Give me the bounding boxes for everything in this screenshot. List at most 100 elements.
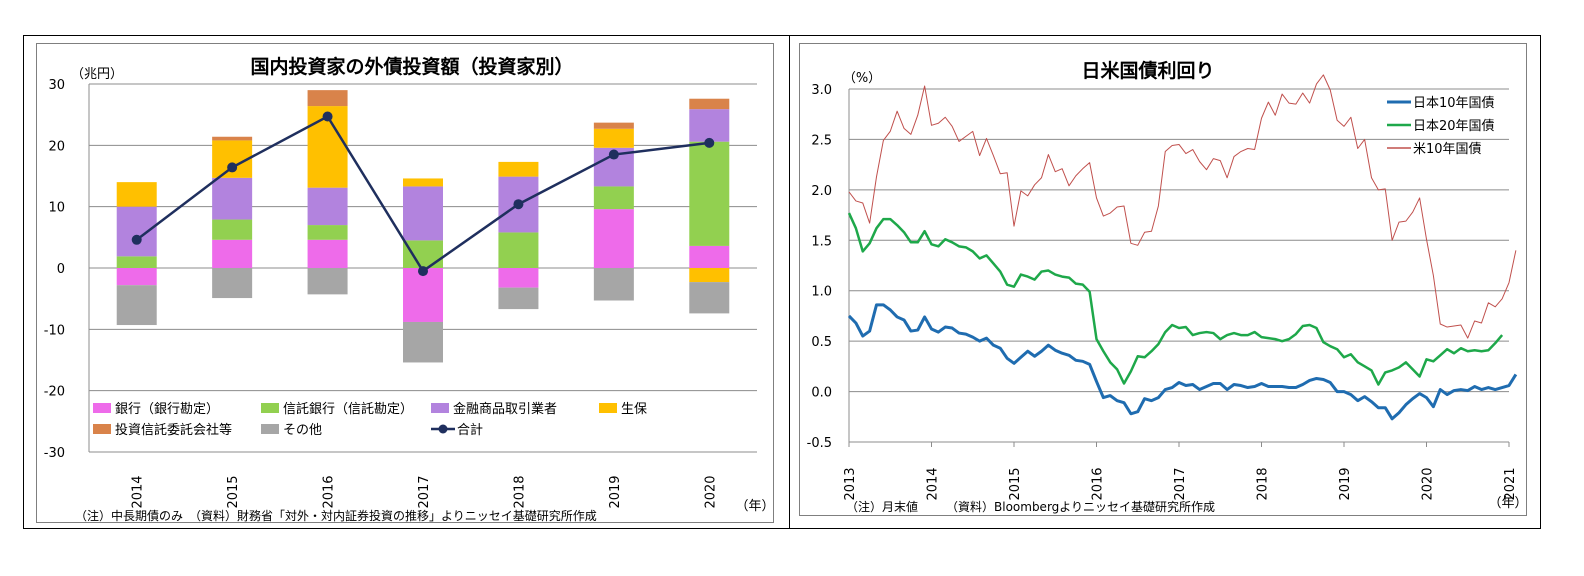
y-tick-label: 1.5 [811, 234, 832, 249]
source-note: （注）中長期債のみ （資料）財務省「対外・対内証券投資の推移」よりニッセイ基礎研… [75, 508, 597, 522]
legend-label: 投資信託委託会社等 [115, 422, 232, 438]
chart-investor-bonds-svg: 国内投資家の外債投資額（投資家別） （兆円） （年） （注）中長期債のみ （資料… [44, 55, 775, 523]
footnote: （注）月末値 [846, 499, 918, 514]
bar-segment [116, 256, 157, 268]
x-tick-label: 2020 [703, 475, 718, 508]
x-tick-label: 2016 [322, 475, 337, 508]
bar-segment [212, 177, 253, 220]
y-tick-label: 0.5 [811, 335, 832, 350]
bar-segment [116, 182, 157, 207]
total-point [322, 111, 333, 122]
bar-segment [307, 225, 348, 240]
y-tick-label: 1.0 [811, 285, 832, 300]
bar-segment [593, 209, 634, 268]
y-tick-label: 30 [48, 78, 65, 93]
legend-label: 金融商品取引業者 [453, 401, 557, 417]
bar-segment [403, 186, 443, 241]
legend-swatch [261, 424, 279, 434]
series-line [848, 74, 1517, 339]
x-tick-label: 2015 [226, 475, 241, 508]
y-tick-label: 3.0 [811, 83, 832, 98]
figure-frame [23, 35, 1541, 529]
legend-swatch [93, 424, 111, 434]
bar-segment [116, 206, 157, 257]
bar-segment [116, 285, 157, 326]
legend-label: 生保 [621, 402, 647, 417]
bar-segment [212, 239, 253, 268]
y-tick-label: -0.5 [807, 436, 832, 451]
y-tick-label: 2.0 [811, 184, 832, 199]
bar-segment [689, 141, 730, 246]
chart-bond-yields-svg: 日米国債利回り （%） （年） （注）月末値 （資料）Bloombergよりニッ… [807, 59, 1528, 514]
bar-segment [498, 161, 539, 177]
legend-label: 銀行（銀行勘定） [115, 402, 219, 417]
x-tick-label: 2014 [926, 467, 941, 500]
legend-label: 日本20年国債 [1413, 119, 1495, 134]
y-tick-label: 20 [48, 139, 65, 154]
series-line [847, 212, 1504, 386]
bar-segment [212, 268, 253, 299]
x-axis-unit: （年） [735, 499, 773, 514]
x-tick-label: 2019 [608, 475, 623, 508]
x-tick-label: 2016 [1091, 467, 1106, 500]
y-tick-label: 10 [48, 201, 65, 216]
x-tick-label: 2020 [1421, 467, 1436, 500]
chart-panel-bond-yields: 日米国債利回り （%） （年） （注）月末値 （資料）Bloombergよりニッ… [799, 43, 1528, 516]
y-tick-label: -20 [44, 385, 65, 400]
x-tick-label: 2013 [843, 467, 858, 500]
bar-segment [403, 240, 443, 268]
bar-segment [689, 268, 730, 283]
figure-divider [789, 35, 790, 529]
chart-title: 日米国債利回り [1081, 59, 1214, 82]
bar-segment [689, 245, 730, 268]
bar-segment [116, 268, 157, 286]
bar-segment [307, 90, 348, 107]
legend-marker [438, 424, 448, 434]
bar-segment [689, 109, 730, 142]
x-tick-label: 2017 [1173, 467, 1188, 500]
total-point [704, 137, 715, 148]
bar-segment [403, 321, 443, 363]
x-tick-label: 2015 [1008, 467, 1023, 500]
y-axis-unit: （兆円） [71, 67, 123, 82]
bar-segment [689, 98, 730, 110]
bar-segment [593, 268, 634, 301]
bar-segment [498, 232, 539, 268]
y-axis-unit: （%） [843, 71, 881, 86]
chart-panel-investor-bonds: 国内投資家の外債投資額（投資家別） （兆円） （年） （注）中長期債のみ （資料… [36, 43, 775, 523]
bar-segment [212, 219, 253, 240]
chart-title: 国内投資家の外債投資額（投資家別） [250, 55, 573, 78]
legend-swatch [93, 403, 111, 413]
legend-label: 米10年国債 [1413, 142, 1482, 157]
x-tick-label: 2018 [1256, 467, 1271, 500]
bar-segment [307, 268, 348, 295]
total-point [418, 266, 428, 277]
y-tick-label: 0.0 [811, 386, 832, 401]
x-tick-label: 2019 [1338, 467, 1353, 500]
bar-segment [403, 268, 443, 322]
legend-label: その他 [283, 423, 322, 438]
x-axis-unit: （年） [1488, 496, 1526, 511]
bar-segment [593, 122, 634, 129]
legend-swatch [599, 403, 617, 413]
bar-segment [498, 287, 539, 310]
total-point [131, 234, 142, 245]
legend-label: 日本10年国債 [1413, 96, 1495, 111]
bar-segment [403, 178, 443, 187]
y-tick-label: 0 [57, 262, 65, 277]
source-note: （資料）Bloombergよりニッセイ基礎研究所作成 [946, 499, 1215, 514]
x-tick-label: 2018 [512, 475, 527, 508]
bar-segment [307, 239, 348, 268]
total-point [227, 162, 238, 173]
bar-segment [593, 128, 634, 148]
bar-segment [212, 136, 253, 141]
legend-label: 合計 [457, 422, 483, 438]
bar-segment [689, 282, 730, 314]
legend-label: 信託銀行（信託勘定） [283, 401, 413, 417]
total-point [513, 199, 524, 210]
bar-segment [498, 268, 539, 288]
y-tick-label: 2.5 [811, 133, 832, 148]
bar-segment [593, 186, 634, 210]
y-tick-label: -10 [44, 323, 65, 338]
total-point [608, 149, 619, 160]
